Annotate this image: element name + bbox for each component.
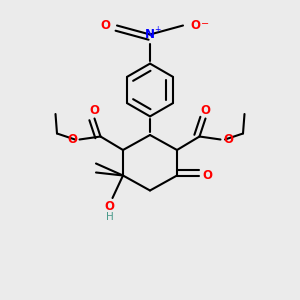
Text: O: O: [104, 200, 115, 214]
Text: O: O: [223, 133, 233, 146]
Text: N: N: [145, 28, 155, 41]
Text: O: O: [89, 104, 100, 118]
Text: −: −: [201, 19, 210, 29]
Text: O: O: [190, 19, 200, 32]
Text: O: O: [200, 104, 211, 118]
Text: H: H: [106, 212, 113, 223]
Text: +: +: [154, 26, 161, 34]
Text: O: O: [100, 19, 110, 32]
Text: O: O: [67, 133, 77, 146]
Text: O: O: [202, 169, 212, 182]
